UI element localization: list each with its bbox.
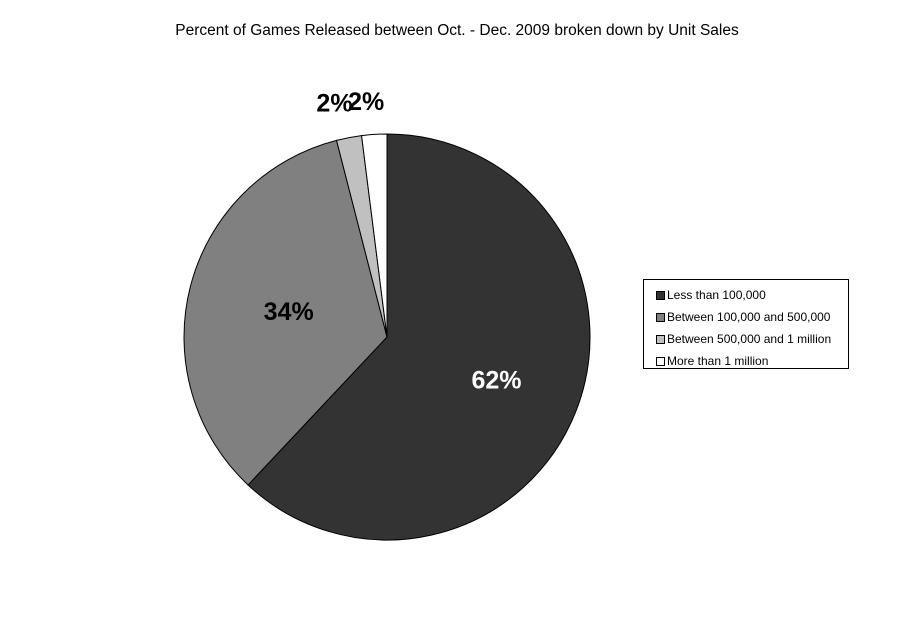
legend-item: More than 1 million [644, 350, 848, 372]
pie-slices [183, 133, 591, 541]
legend: Less than 100,000 Between 100,000 and 500… [643, 279, 849, 369]
legend-swatch [656, 313, 665, 322]
pie-slice [361, 133, 388, 338]
legend-swatch [656, 291, 665, 300]
legend-item: Between 500,000 and 1 million [644, 328, 848, 350]
legend-item: Between 100,000 and 500,000 [644, 306, 848, 328]
pie-slice-label: 62% [471, 366, 521, 394]
pie-labels: 62% 34% 2%2% [264, 88, 522, 394]
chart-title: Percent of Games Released between Oct. -… [175, 22, 739, 39]
pie-slice-label: 34% [264, 298, 314, 326]
pie-slice-label: 2% [348, 88, 384, 116]
pie-slice [247, 133, 591, 541]
legend-swatch [656, 335, 665, 344]
pie-slice [183, 139, 388, 486]
legend-label: Between 500,000 and 1 million [667, 332, 832, 346]
legend-item: Less than 100,000 [644, 284, 848, 306]
pie-slice-label: 2% [316, 90, 352, 118]
legend-label: Between 100,000 and 500,000 [667, 310, 831, 324]
legend-label: Less than 100,000 [667, 288, 766, 302]
legend-swatch [656, 357, 665, 366]
legend-label: More than 1 million [667, 354, 769, 368]
